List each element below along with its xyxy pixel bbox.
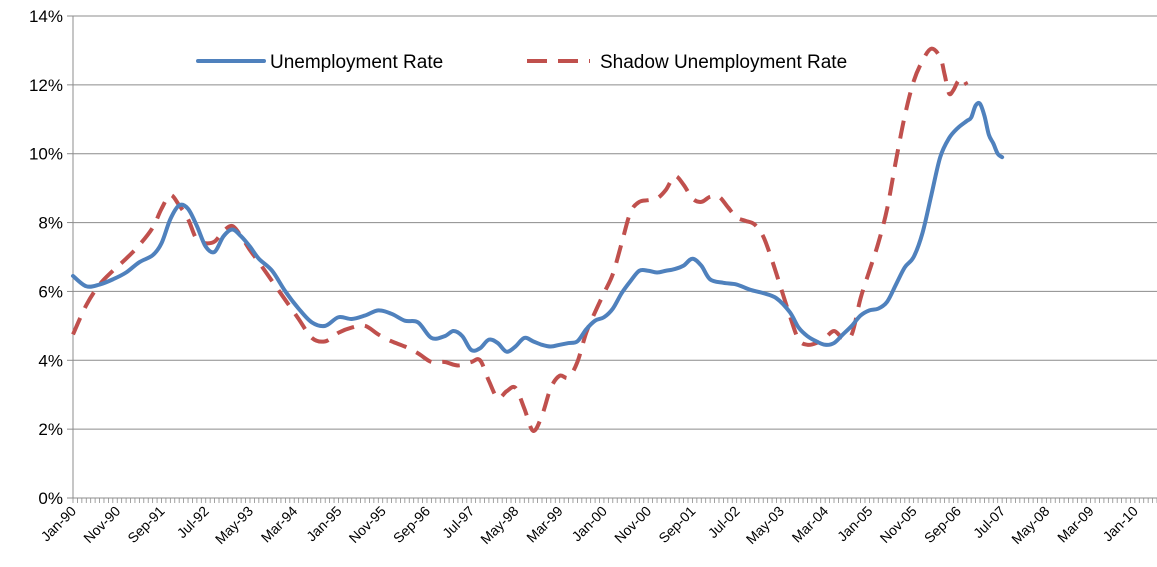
y-tick-label: 14% [29,7,63,26]
y-tick-label: 0% [38,489,63,508]
x-tick-label: Jan-95 [303,503,345,545]
y-tick-label: 10% [29,145,63,164]
legend-label-unemployment-rate: Unemployment Rate [270,52,443,73]
y-tick-label: 2% [38,420,63,439]
y-tick-label: 6% [38,282,63,301]
x-tick-label: Jan-90 [38,503,80,545]
x-axis: Jan-90 Nov-90 Sep-91 Jul-92 May-93 Mar-94 Jan-… [38,497,1157,547]
legend-label-shadow-unemployment-rate: Shadow Unemployment Rate [600,52,847,73]
y-tick-label: 8% [38,214,63,233]
legend: Unemployment Rate Shadow Unemployment Ra… [196,52,847,73]
x-tick-label: Nov-90 [80,503,123,546]
series-line-unemployment-rate [71,100,1005,354]
series-line-shadow-unemployment-rate [71,46,969,433]
x-tick-label: May-03 [743,503,787,547]
x-tick-label: Nov-95 [346,503,389,546]
x-tick-label: May-98 [477,503,521,547]
x-tick-label: Mar-99 [523,503,566,546]
x-tick-label: Jul-92 [174,503,212,541]
x-tick-label: May-08 [1008,503,1052,547]
x-tick-label: Sep-06 [921,503,964,546]
x-tick-label: Nov-05 [877,503,920,546]
x-tick-label: Nov-00 [611,503,654,546]
y-tick-label: 12% [29,76,63,95]
x-tick-label: Mar-04 [789,503,832,546]
series-layer [71,46,1005,433]
x-tick-label: Sep-91 [124,503,167,546]
x-tick-label: Mar-94 [258,503,301,546]
grid-lines [73,15,1157,430]
x-tick-label: Mar-09 [1054,503,1097,546]
x-tick-label: May-93 [212,503,256,547]
x-tick-label: Sep-96 [390,503,433,546]
x-tick-label: Sep-01 [655,503,698,546]
y-tick-label: 4% [38,351,63,370]
x-tick-label: Jul-07 [970,503,1008,541]
x-tick-label: Jul-02 [705,503,743,541]
x-tick-label: Jul-97 [439,503,477,541]
x-tick-label: Jan-05 [834,503,876,545]
x-tick-label: Jan-00 [568,503,610,545]
y-axis: 0% 2% 4% 6% 8% 10% 12% 14% [29,7,74,508]
x-minor-ticks [72,498,1157,503]
x-tick-label: Jan-10 [1099,503,1141,545]
